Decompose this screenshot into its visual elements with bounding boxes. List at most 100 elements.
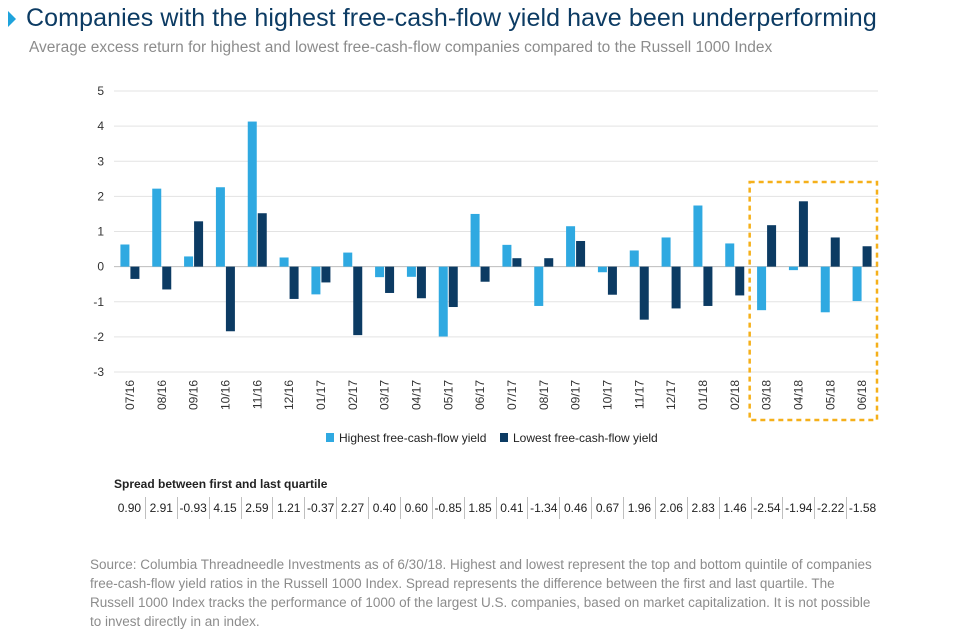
spread-value: -1.58: [846, 497, 878, 519]
x-tick-label: 06/18: [855, 380, 869, 410]
x-tick-label: 09/17: [569, 380, 583, 410]
bar-lowest: [130, 266, 140, 279]
bar-highest: [852, 266, 862, 302]
x-tick-label: 11/17: [632, 380, 646, 409]
bar-lowest: [703, 266, 713, 306]
y-tick-label: -1: [93, 295, 104, 309]
bar-lowest: [607, 266, 617, 295]
x-tick-label: 11/16: [250, 380, 264, 409]
bar-lowest: [416, 266, 426, 299]
bar-highest: [693, 205, 703, 267]
spread-value: 1.46: [718, 497, 751, 519]
legend-swatch-lowest: [500, 433, 508, 442]
x-tick-label: 03/18: [760, 380, 774, 410]
spread-value: 1.85: [463, 497, 496, 519]
bar-highest: [820, 266, 830, 313]
spread-value: 2.83: [686, 497, 719, 519]
spread-value: 2.06: [654, 497, 687, 519]
bar-lowest: [798, 201, 808, 267]
y-tick-label: -2: [93, 330, 104, 344]
bar-lowest: [480, 266, 490, 282]
bar-lowest: [830, 237, 840, 267]
bar-lowest: [194, 221, 204, 267]
bar-lowest: [512, 258, 522, 267]
x-tick-label: 05/17: [441, 380, 455, 410]
bar-highest: [375, 266, 385, 278]
spread-value: 1.96: [623, 497, 655, 519]
chart-title: Companies with the highest free-cash-flo…: [26, 4, 877, 32]
x-tick-label: 01/18: [696, 380, 710, 410]
spread-value: -1.34: [527, 497, 559, 519]
spread-value: 0.90: [117, 501, 142, 515]
title-marker-icon: [8, 10, 16, 27]
bar-highest: [120, 244, 130, 267]
x-tick-label: 10/17: [600, 380, 614, 410]
legend-swatch-highest: [326, 433, 334, 442]
bar-highest: [534, 266, 544, 306]
bar-highest: [279, 257, 289, 267]
bar-lowest: [257, 213, 267, 267]
bar-highest: [566, 226, 576, 267]
spread-value: 0.41: [495, 497, 528, 519]
title-row: Companies with the highest free-cash-flo…: [8, 4, 877, 33]
bar-highest: [311, 266, 321, 295]
bar-lowest: [735, 266, 745, 296]
x-tick-label: 03/17: [378, 380, 392, 410]
x-tick-label: 07/16: [123, 380, 137, 410]
bar-highest: [502, 244, 512, 267]
legend-label-lowest: Lowest free-cash-flow yield: [513, 431, 658, 445]
bar-highest: [215, 187, 225, 267]
source-note: Source: Columbia Threadneedle Investment…: [90, 557, 872, 629]
bar-chart: 5 4 3 2 1 0 -1 -2 -3 07/16 08/16 09/16 10/16 11/16 12/…: [93, 84, 879, 445]
spread-value: -2.22: [814, 497, 846, 519]
spread-value: -2.54: [750, 497, 783, 519]
header: Companies with the highest free-cash-flo…: [8, 4, 877, 57]
x-tick-label: 07/17: [505, 380, 519, 410]
bar-lowest: [289, 266, 299, 299]
y-tick-label: 4: [97, 119, 104, 133]
bar-lowest: [353, 266, 363, 336]
bar-highest: [661, 237, 671, 267]
x-tick-label: 09/16: [187, 380, 201, 410]
bar-highest: [757, 266, 767, 311]
x-tick-label: 02/17: [346, 380, 360, 410]
bar-highest: [152, 188, 162, 267]
y-tick-label: 0: [97, 260, 104, 274]
spread-value: -0.37: [304, 497, 336, 519]
x-tick-label: 12/17: [664, 380, 678, 410]
spread-value: -0.93: [176, 497, 209, 519]
bar-lowest: [385, 266, 395, 293]
x-tick-label: 06/17: [473, 380, 487, 410]
y-tick-label: 5: [97, 84, 104, 98]
x-tick-label: 10/16: [218, 380, 232, 410]
bar-lowest: [225, 266, 235, 332]
y-tick-label: 1: [97, 225, 104, 239]
x-tick-label: 04/17: [409, 380, 423, 410]
bar-highest: [597, 266, 607, 273]
spread-value: 0.46: [559, 497, 591, 519]
x-tick-label: 01/17: [314, 380, 328, 410]
bar-highest: [406, 266, 416, 277]
spread-value: 2.91: [144, 497, 177, 519]
spread-title: Spread between first and last quartile: [114, 477, 328, 491]
spread-value: 0.60: [399, 497, 432, 519]
bar-lowest: [767, 225, 777, 267]
bar-lowest: [448, 266, 458, 308]
spread-value: -0.85: [431, 497, 464, 519]
bar-lowest: [544, 258, 554, 267]
bar-lowest: [321, 266, 331, 283]
bar-lowest: [639, 266, 649, 320]
x-tick-label: 04/18: [791, 380, 805, 410]
bar-highest: [438, 266, 448, 337]
bar-highest: [470, 213, 480, 267]
spread-value: 1.21: [272, 497, 304, 519]
x-tick-label: 05/18: [823, 380, 837, 410]
bar-lowest: [671, 266, 681, 309]
x-tick-label: 12/16: [282, 380, 296, 410]
bar-lowest: [576, 240, 586, 267]
y-tick-label: 2: [97, 189, 104, 203]
spread-value: 2.59: [240, 497, 273, 519]
bar-highest: [725, 243, 735, 267]
x-tick-label: 08/17: [537, 380, 551, 410]
spread-value: 0.67: [591, 497, 623, 519]
